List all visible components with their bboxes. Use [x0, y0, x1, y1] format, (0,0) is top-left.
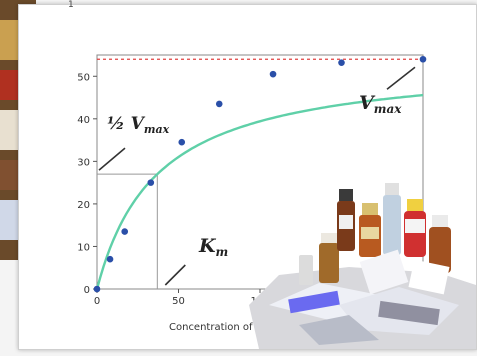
x-tick-label: 50 — [172, 296, 185, 307]
x-tick-label: 0 — [94, 296, 100, 307]
half-vmax-pointer — [98, 147, 126, 171]
vmax-subscript: max — [374, 102, 402, 116]
vmax-symbol: V — [359, 92, 376, 114]
data-point — [419, 55, 427, 63]
y-tick-label: 40 — [77, 115, 90, 126]
data-point — [106, 255, 114, 263]
km-subscript: m — [216, 245, 229, 259]
y-tick-label: 20 — [77, 200, 90, 211]
data-point — [93, 285, 101, 293]
half-vmax-symbol: ½ V — [107, 114, 146, 134]
data-point — [147, 179, 155, 186]
vmax-label: Vmax — [359, 92, 402, 116]
data-points — [93, 55, 427, 293]
half-vmax-subscript: max — [144, 123, 170, 136]
data-point — [269, 70, 277, 78]
data-point — [121, 228, 129, 235]
data-point — [338, 59, 345, 66]
y-tick-label: 10 — [77, 242, 90, 253]
y-tick-label: 50 — [77, 72, 90, 83]
km-pointer — [164, 264, 186, 286]
data-point — [215, 100, 223, 108]
km-symbol: K — [198, 235, 217, 257]
half-vmax-label: ½ Vmax — [107, 114, 170, 136]
data-point — [178, 138, 186, 146]
page-mark: 1 — [68, 0, 74, 10]
vmax-pointer — [386, 66, 416, 90]
km-label: Km — [198, 235, 228, 259]
x-axis-label: Concentration of substrate — [169, 322, 303, 333]
y-tick-label: 30 — [77, 157, 90, 168]
chart-card: 05010015001020304050 ½ Vmax Vmax Km Conc… — [18, 4, 477, 350]
guide-lines — [97, 66, 416, 289]
medicine-bottles-image — [249, 183, 476, 349]
y-tick-label: 0 — [84, 285, 90, 296]
